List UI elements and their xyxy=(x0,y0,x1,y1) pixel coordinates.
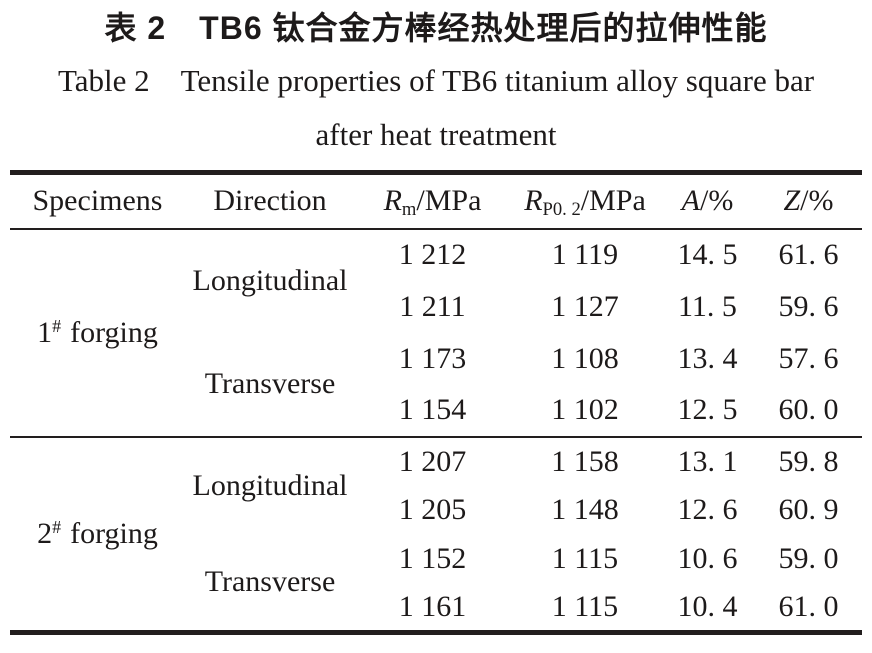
table-head: Specimens Direction Rm/MPa RP0. 2/MPa A/… xyxy=(10,172,862,230)
rm-value-cell: 1 207 xyxy=(355,435,510,486)
z-value-cell: 61. 0 xyxy=(778,589,839,623)
col-header-a: A/% xyxy=(660,172,755,230)
direction-cell: Longitudinal xyxy=(192,264,348,297)
table-row: 1 161 1 115 10. 4 61. 0 xyxy=(10,584,862,633)
rm-value-cell: 1 154 xyxy=(398,393,467,426)
specimen-cell: 1# forging xyxy=(10,229,185,437)
a-value-cell: 11. 5 xyxy=(678,289,737,323)
direction-cell: Longitudinal xyxy=(185,435,355,535)
rp02-value-cell: 1 115 xyxy=(551,542,619,575)
z-symbol: Z xyxy=(783,184,801,218)
rp02-value-cell: 1 148 xyxy=(551,493,619,526)
a-value-cell: 12. 6 xyxy=(677,493,738,526)
table-row: 1# forging Longitudinal 1 212 1 119 14. 5… xyxy=(10,229,862,349)
col-header-z: Z/% xyxy=(755,172,862,230)
rp02-value-cell: 1 158 xyxy=(510,435,660,486)
rm-subscript: m xyxy=(401,199,417,221)
rp02-value-cell: 1 102 xyxy=(551,393,619,426)
table-row: Transverse 1 173 1 108 13. 4 57. 6 xyxy=(10,333,862,401)
table-title-chinese: 表 2 TB6 钛合金方棒经热处理后的拉伸性能 xyxy=(104,10,768,46)
table-row: 1 211 1 127 11. 5 59. 6 xyxy=(10,281,862,333)
z-value-cell: 57. 6 xyxy=(778,341,839,375)
rm-unit: /MPa xyxy=(416,184,482,218)
tensile-properties-table: Specimens Direction Rm/MPa RP0. 2/MPa A/… xyxy=(10,170,862,635)
specimen-cell: 2# forging xyxy=(10,435,185,633)
specimen-hash-sup: # xyxy=(52,516,62,537)
a-value-cell: 12. 5 xyxy=(677,393,738,426)
rm-symbol: R xyxy=(383,184,402,218)
a-unit: /% xyxy=(700,184,734,218)
a-value-cell: 14. 5 xyxy=(677,238,738,271)
rm-value-cell: 1 211 xyxy=(399,289,466,323)
specimen-number: 2 xyxy=(37,516,53,550)
col-header-rm: Rm/MPa xyxy=(355,172,510,230)
z-value-cell: 61. 6 xyxy=(778,238,839,271)
rp02-symbol: R xyxy=(524,184,543,218)
direction-cell: Transverse xyxy=(204,367,336,400)
rp02-value-cell: 1 108 xyxy=(551,341,619,375)
rm-value-cell: 1 205 xyxy=(398,493,467,526)
z-value-cell: 59. 0 xyxy=(778,542,839,575)
table-title-english-line2: after heat treatment xyxy=(315,117,557,152)
rm-value-cell: 1 212 xyxy=(398,238,467,271)
table-body: 1# forging Longitudinal 1 212 1 119 14. 5… xyxy=(10,229,862,633)
rm-value-cell: 1 173 xyxy=(398,341,467,375)
table-row: 1 205 1 148 12. 6 60. 9 xyxy=(10,486,862,535)
rp02-unit: /MPa xyxy=(580,184,646,218)
rp02-value-cell: 1 119 xyxy=(551,238,619,271)
rp02-subscript: P0. 2 xyxy=(542,199,581,221)
col-header-specimens: Specimens xyxy=(10,172,185,230)
table-title-english-line1: Table 2 Tensile properties of TB6 titani… xyxy=(57,63,815,98)
table-row: 2# forging Longitudinal 1 207 1 158 13. 1… xyxy=(10,435,862,633)
a-value-cell: 13. 4 xyxy=(677,341,738,375)
direction-cell: Transverse xyxy=(204,565,336,599)
header-row: Specimens Direction Rm/MPa RP0. 2/MPa A/… xyxy=(10,172,862,230)
z-value-cell: 60. 0 xyxy=(778,393,839,426)
specimen-name: forging xyxy=(70,516,158,550)
a-value-cell: 10. 6 xyxy=(677,542,738,575)
a-value-cell: 13. 1 xyxy=(660,435,755,486)
z-value-cell: 60. 9 xyxy=(778,493,839,526)
z-value-cell: 59. 8 xyxy=(755,435,862,486)
table-row: Transverse 1 152 1 115 10. 6 59. 0 xyxy=(10,535,862,598)
rp02-value-cell: 1 127 xyxy=(551,289,619,323)
specimen-name: forging xyxy=(70,315,158,349)
rm-value-cell: 1 152 xyxy=(398,542,467,575)
z-value-cell: 59. 6 xyxy=(778,289,839,323)
a-value-cell: 10. 4 xyxy=(677,589,738,623)
z-unit: /% xyxy=(800,184,834,218)
col-header-rp02: RP0. 2/MPa xyxy=(510,172,660,230)
rm-value-cell: 1 161 xyxy=(398,589,467,623)
col-header-direction: Direction xyxy=(185,172,355,230)
specimen-number: 1 xyxy=(37,315,53,349)
specimen-hash-sup: # xyxy=(52,315,62,336)
rp02-value-cell: 1 115 xyxy=(551,589,619,623)
a-symbol: A xyxy=(681,184,700,218)
table-row: 1 154 1 102 12. 5 60. 0 xyxy=(10,385,862,437)
